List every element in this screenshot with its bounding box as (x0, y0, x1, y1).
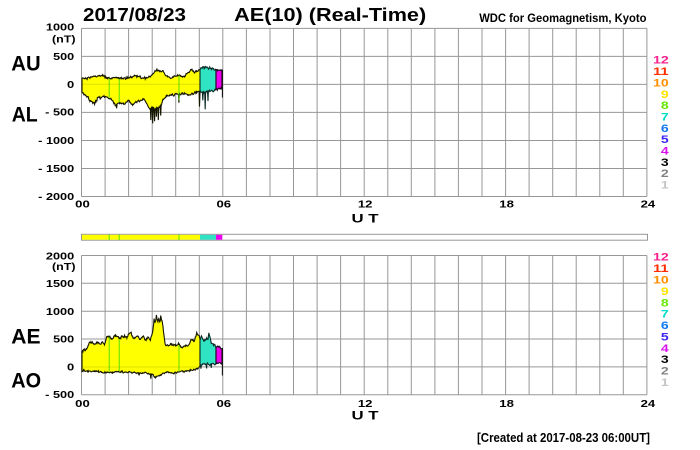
svg-text:- 500: - 500 (45, 390, 74, 401)
svg-text:- 1000: - 1000 (38, 136, 74, 147)
svg-text:0: 0 (67, 80, 74, 91)
svg-text:12: 12 (358, 399, 373, 410)
svg-text:5: 5 (661, 134, 669, 146)
svg-text:18: 18 (499, 199, 514, 210)
svg-text:2017/08/23: 2017/08/23 (83, 4, 186, 25)
svg-text:- 500: - 500 (45, 108, 74, 119)
svg-text:8: 8 (661, 297, 669, 309)
svg-text:500: 500 (53, 52, 74, 63)
svg-text:0: 0 (67, 363, 74, 374)
svg-text:AL: AL (12, 103, 38, 126)
svg-text:1000: 1000 (46, 307, 75, 318)
svg-text:00: 00 (75, 399, 90, 410)
svg-text:6: 6 (661, 320, 669, 332)
svg-text:U T: U T (352, 409, 380, 423)
svg-text:1: 1 (661, 377, 669, 389)
svg-text:(nT): (nT) (52, 262, 76, 273)
svg-text:WDC for Geomagnetism, Kyoto: WDC for Geomagnetism, Kyoto (479, 11, 647, 25)
svg-text:AU: AU (11, 53, 40, 76)
svg-text:2: 2 (661, 366, 669, 378)
svg-text:4: 4 (661, 343, 670, 355)
svg-text:2000: 2000 (46, 251, 75, 262)
svg-text:7: 7 (661, 112, 669, 124)
svg-text:[Created at 2017-08-23 06:00UT: [Created at 2017-08-23 06:00UT] (477, 431, 650, 445)
svg-text:2: 2 (661, 168, 669, 180)
svg-text:06: 06 (217, 199, 232, 210)
svg-text:24: 24 (641, 399, 656, 410)
svg-text:AE: AE (11, 326, 40, 349)
svg-text:5: 5 (661, 331, 669, 343)
svg-text:4: 4 (661, 146, 670, 158)
svg-text:AO: AO (11, 370, 41, 393)
svg-text:- 2000: - 2000 (38, 192, 74, 203)
svg-text:10: 10 (653, 275, 669, 287)
svg-text:500: 500 (53, 335, 74, 346)
svg-text:11: 11 (653, 263, 669, 275)
svg-text:3: 3 (661, 157, 669, 169)
svg-text:06: 06 (217, 399, 232, 410)
svg-text:18: 18 (499, 399, 514, 410)
svg-text:(nT): (nT) (52, 34, 76, 45)
svg-text:- 1500: - 1500 (38, 164, 74, 175)
svg-text:9: 9 (661, 89, 669, 101)
svg-text:1: 1 (661, 180, 669, 192)
svg-text:8: 8 (661, 100, 669, 112)
svg-text:9: 9 (661, 286, 669, 298)
svg-text:U T: U T (352, 212, 380, 226)
svg-text:12: 12 (653, 55, 669, 67)
svg-text:AE(10) (Real-Time): AE(10) (Real-Time) (234, 4, 426, 25)
svg-text:00: 00 (75, 199, 90, 210)
svg-text:1500: 1500 (46, 279, 75, 290)
svg-text:12: 12 (653, 252, 669, 264)
svg-text:10: 10 (653, 77, 669, 89)
svg-text:3: 3 (661, 354, 669, 366)
svg-text:11: 11 (653, 66, 669, 78)
svg-text:24: 24 (641, 199, 656, 210)
svg-text:12: 12 (358, 199, 373, 210)
svg-text:1000: 1000 (46, 23, 75, 34)
svg-text:6: 6 (661, 123, 669, 135)
svg-text:7: 7 (661, 309, 669, 321)
